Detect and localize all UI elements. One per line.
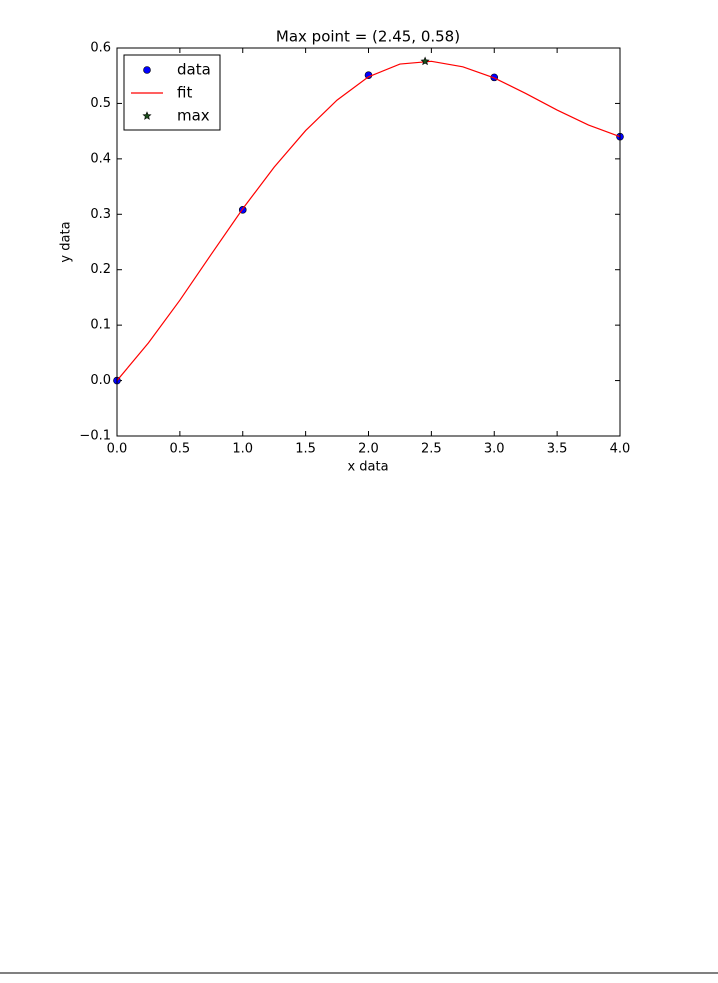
data-point xyxy=(364,71,373,79)
x-tick-label: 4.0 xyxy=(610,442,631,457)
legend-label: fit xyxy=(177,84,192,102)
max-marker xyxy=(420,56,430,66)
y-tick-label: 0.6 xyxy=(90,41,111,56)
x-tick-label: 1.5 xyxy=(295,442,316,457)
y-tick-label: 0.0 xyxy=(90,373,111,388)
x-axis-label: x data xyxy=(347,460,388,475)
x-tick-label: 3.0 xyxy=(484,442,505,457)
y-tick-label: −0.1 xyxy=(79,429,111,444)
x-tick-label: 1.0 xyxy=(232,442,253,457)
x-tick-label: 0.5 xyxy=(170,442,191,457)
y-tick-label: 0.1 xyxy=(90,318,111,333)
x-tick-label: 2.0 xyxy=(358,442,379,457)
y-axis-label: y data xyxy=(59,221,74,262)
x-tick-label: 3.5 xyxy=(547,442,568,457)
x-tick-label: 0.0 xyxy=(107,442,128,457)
x-tick-label: 2.5 xyxy=(421,442,442,457)
y-tick-label: 0.2 xyxy=(90,262,111,277)
chart-title: Max point = (2.45, 0.58) xyxy=(276,28,460,46)
legend-label: data xyxy=(177,61,211,79)
y-tick-label: 0.5 xyxy=(90,96,111,111)
legend-swatch xyxy=(142,111,152,120)
y-tick-label: 0.3 xyxy=(90,207,111,222)
fit-line xyxy=(116,60,621,381)
y-tick-label: 0.4 xyxy=(90,151,111,166)
plot-frame xyxy=(116,47,621,437)
legend-swatch xyxy=(143,66,151,74)
legend-label: max xyxy=(177,107,210,125)
